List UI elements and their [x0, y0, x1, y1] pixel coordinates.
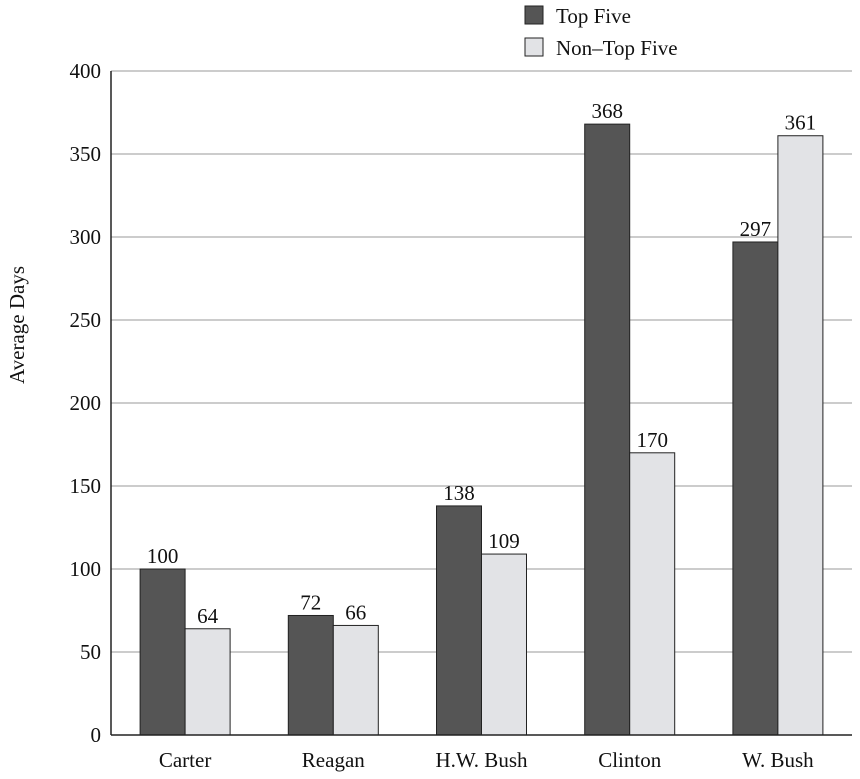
y-tick-label-100: 100 — [70, 557, 102, 581]
data-label-reagan-top-five: 72 — [300, 590, 321, 614]
category-label-carter: Carter — [159, 748, 211, 772]
bar-carter-non-top-five — [185, 629, 230, 735]
y-tick-label-400: 400 — [70, 59, 102, 83]
y-tick-labels: 0 50 100 150 200 250 300 350 400 — [70, 59, 102, 747]
data-label-reagan-non-top-five: 66 — [345, 600, 366, 624]
bar-w-bush-non-top-five — [778, 136, 823, 735]
data-label-carter-top-five: 100 — [147, 544, 179, 568]
y-tick-label-300: 300 — [70, 225, 102, 249]
data-label-clinton-top-five: 368 — [591, 99, 623, 123]
bars — [140, 124, 823, 735]
data-label-clinton-non-top-five: 170 — [636, 428, 668, 452]
bar-clinton-non-top-five — [630, 453, 675, 735]
y-tick-label-0: 0 — [91, 723, 102, 747]
bar-h-w-bush-top-five — [437, 506, 482, 735]
data-label-carter-non-top-five: 64 — [197, 604, 219, 628]
bar-reagan-non-top-five — [333, 625, 378, 735]
bar-h-w-bush-non-top-five — [482, 554, 527, 735]
category-label-reagan: Reagan — [302, 748, 365, 772]
category-labels: Carter Reagan H.W. Bush Clinton W. Bush — [159, 748, 814, 772]
bar-clinton-top-five — [585, 124, 630, 735]
category-label-clinton: Clinton — [598, 748, 662, 772]
y-tick-label-200: 200 — [70, 391, 102, 415]
y-axis-title: Average Days — [5, 266, 29, 384]
y-tick-label-50: 50 — [80, 640, 101, 664]
legend-label-top-five: Top Five — [556, 4, 631, 28]
data-label-h-w-bush-non-top-five: 109 — [488, 529, 520, 553]
legend: Top Five Non–Top Five — [525, 4, 678, 60]
category-label-w-bush: W. Bush — [742, 748, 814, 772]
y-tick-label-150: 150 — [70, 474, 102, 498]
bar-w-bush-top-five — [733, 242, 778, 735]
legend-label-non-top-five: Non–Top Five — [556, 36, 678, 60]
legend-swatch-non-top-five — [525, 38, 543, 56]
y-tick-label-350: 350 — [70, 142, 102, 166]
data-label-w-bush-non-top-five: 361 — [785, 111, 817, 135]
category-label-h-w-bush: H.W. Bush — [436, 748, 528, 772]
bar-carter-top-five — [140, 569, 185, 735]
data-label-w-bush-top-five: 297 — [740, 217, 772, 241]
data-label-h-w-bush-top-five: 138 — [443, 481, 475, 505]
y-tick-label-250: 250 — [70, 308, 102, 332]
bar-reagan-top-five — [288, 615, 333, 735]
legend-swatch-top-five — [525, 6, 543, 24]
